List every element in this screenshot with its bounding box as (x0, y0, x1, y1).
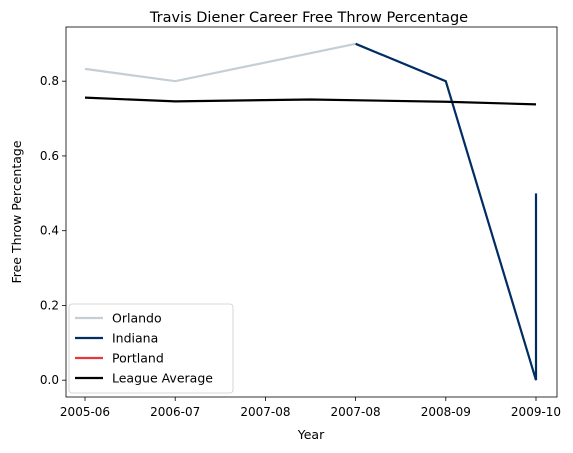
y-axis-label: Free Throw Percentage (9, 140, 24, 283)
y-tick-label: 0.2 (40, 298, 59, 312)
legend-label: Orlando (112, 311, 162, 326)
legend-label: Portland (112, 351, 164, 366)
legend-box (68, 303, 234, 394)
legend-label: League Average (112, 371, 213, 386)
legend-label: Indiana (112, 331, 158, 346)
x-tick-label: 2005-06 (60, 405, 110, 419)
x-axis-label: Year (297, 427, 325, 442)
series-line-league-average (84, 96, 537, 106)
y-tick-label: 0.8 (40, 74, 59, 88)
x-tick-label: 2007-08 (240, 405, 290, 419)
y-axis: 0.0 0.2 0.4 0.6 0.8 (40, 74, 66, 387)
x-axis: 2005-06 2006-07 2007-08 2007-08 2008-09 2009-… (60, 397, 561, 419)
x-tick-label: 2009-10 (511, 405, 561, 419)
y-tick-label: 0.6 (40, 149, 59, 163)
series-lines (84, 42, 538, 381)
x-tick-label: 2006-07 (150, 405, 200, 419)
chart-title: Travis Diener Career Free Throw Percenta… (149, 10, 468, 26)
y-tick-label: 0.4 (40, 224, 59, 238)
series-line-indiana (355, 42, 538, 381)
x-tick-label: 2007-08 (331, 405, 381, 419)
legend: Orlando Indiana Portland League Average (68, 303, 234, 394)
x-tick-label: 2008-09 (421, 405, 471, 419)
series-line-orlando (84, 42, 356, 83)
y-tick-label: 0.0 (40, 373, 59, 387)
